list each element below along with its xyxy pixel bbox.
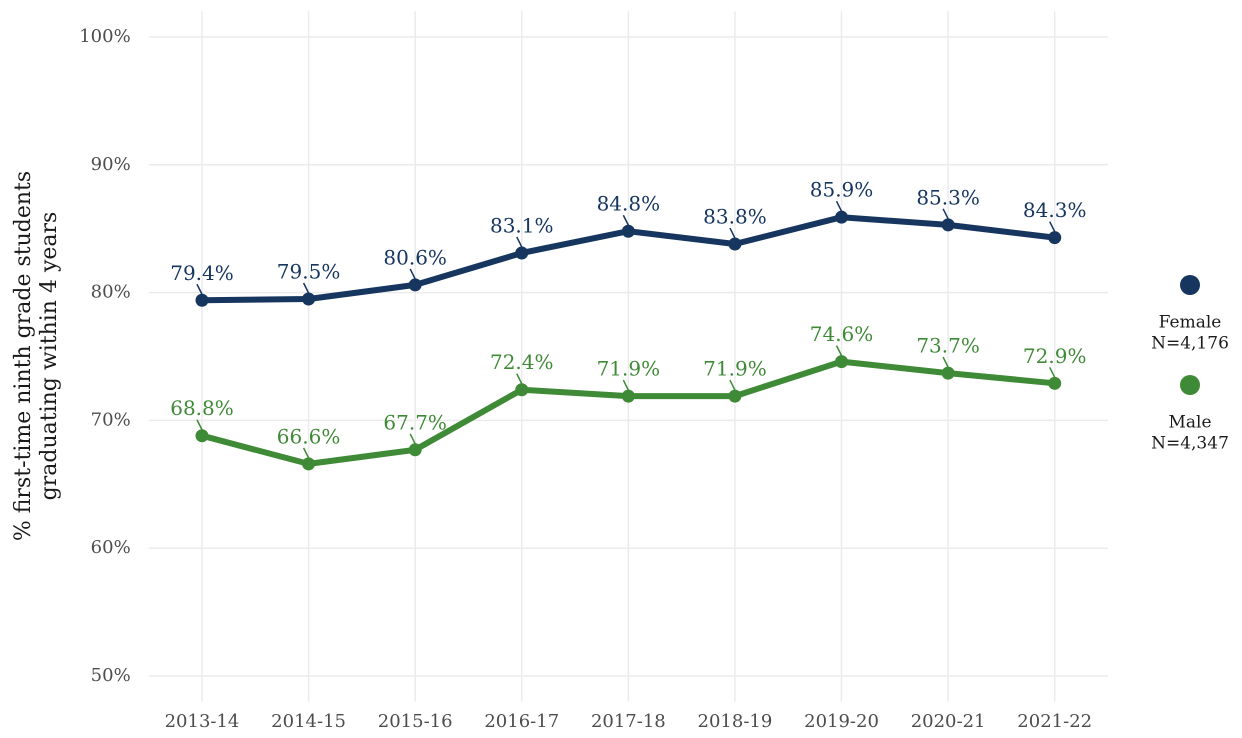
legend-label: Female: [1159, 313, 1222, 333]
data-point: [621, 389, 635, 403]
x-tick-label: 2019-20: [804, 711, 879, 732]
y-tick-label: 50%: [91, 665, 131, 686]
data-point: [515, 383, 529, 397]
data-point: [1048, 376, 1062, 390]
data-point: [515, 246, 529, 260]
data-point: [302, 292, 316, 306]
data-label: 83.8%: [703, 205, 767, 229]
data-label: 85.9%: [810, 178, 874, 202]
x-tick-label: 2016-17: [484, 711, 559, 732]
label-leader: [196, 283, 203, 295]
x-tick-label: 2013-14: [165, 711, 240, 732]
label-leader: [835, 345, 843, 356]
y-tick-label: 100%: [79, 26, 130, 47]
x-tick-label: 2017-18: [591, 711, 666, 732]
label-leader: [302, 282, 310, 294]
label-leader: [942, 208, 949, 220]
data-label: 66.6%: [277, 424, 341, 448]
data-point: [941, 366, 955, 380]
data-point: [302, 457, 316, 471]
legend-marker: [1180, 375, 1200, 395]
label-leader: [516, 373, 523, 385]
data-point: [728, 389, 742, 403]
legend-label: Male: [1168, 413, 1211, 433]
data-label: 79.5%: [277, 259, 341, 283]
data-label: 84.3%: [1023, 198, 1087, 222]
data-point: [728, 237, 742, 251]
label-leader: [622, 379, 630, 391]
label-leader: [409, 433, 416, 445]
data-point: [1048, 231, 1062, 245]
label-leader: [409, 268, 416, 280]
data-point: [835, 355, 849, 369]
x-tick-label: 2018-19: [698, 711, 773, 732]
y-axis-title-line: % first-time ninth grade students: [11, 171, 36, 541]
label-leader: [302, 447, 310, 459]
data-label: 80.6%: [383, 245, 447, 269]
y-tick-label: 90%: [91, 154, 131, 175]
legend-marker: [1180, 275, 1200, 295]
data-point: [195, 293, 209, 307]
label-leader: [729, 227, 736, 239]
data-point: [195, 429, 209, 443]
data-point: [408, 443, 422, 457]
data-label: 67.7%: [383, 410, 447, 434]
data-label: 84.8%: [597, 192, 661, 216]
data-point: [408, 278, 422, 292]
label-leader: [196, 419, 203, 431]
data-label: 71.9%: [597, 357, 661, 381]
label-leader: [942, 356, 949, 368]
data-label: 85.3%: [916, 185, 980, 209]
label-leader: [1049, 367, 1056, 378]
label-leader: [1049, 221, 1056, 232]
data-label: 72.4%: [490, 350, 554, 374]
data-label: 68.8%: [170, 396, 234, 420]
y-tick-label: 80%: [91, 282, 131, 303]
y-axis-title-line: graduating within 4 years: [37, 212, 62, 501]
x-tick-label: 2020-21: [911, 711, 986, 732]
x-tick-label: 2014-15: [271, 711, 346, 732]
legend-label: N=4,347: [1151, 434, 1229, 454]
label-leader: [622, 214, 630, 226]
x-tick-label: 2015-16: [378, 711, 453, 732]
data-label: 72.9%: [1023, 344, 1087, 368]
legend-label: N=4,176: [1151, 334, 1229, 354]
data-label: 73.7%: [916, 334, 980, 358]
label-leader: [835, 200, 843, 212]
y-tick-label: 70%: [91, 409, 131, 430]
label-leader: [516, 236, 523, 248]
data-label: 83.1%: [490, 213, 554, 237]
data-point: [941, 218, 955, 232]
data-label: 74.6%: [810, 322, 874, 346]
data-point: [621, 224, 635, 238]
data-point: [835, 210, 849, 224]
data-label: 79.4%: [170, 261, 234, 285]
label-leader: [729, 379, 736, 391]
y-tick-label: 60%: [91, 537, 131, 558]
x-tick-label: 2021-22: [1017, 711, 1092, 732]
y-axis-title: % first-time ninth grade students gradua…: [11, 171, 62, 541]
data-label: 71.9%: [703, 357, 767, 381]
